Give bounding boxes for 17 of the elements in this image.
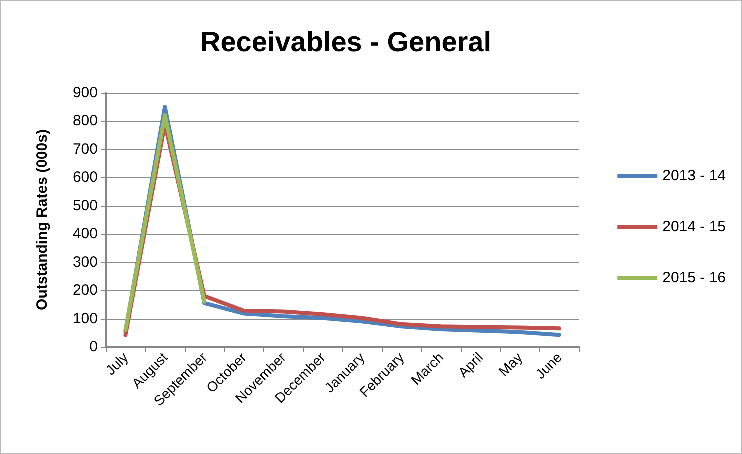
y-tick-label: 800: [72, 112, 98, 130]
y-tick-label: 0: [90, 338, 98, 356]
y-tick-label: 900: [72, 84, 98, 102]
x-tick-label: July: [102, 349, 132, 378]
y-tick-label: 100: [72, 310, 98, 328]
y-tick-label: 500: [72, 197, 98, 214]
y-tick-label: 700: [72, 140, 98, 158]
y-tick-label: 200: [72, 282, 98, 300]
y-axis-title: Outstanding Rates (000s): [34, 130, 51, 310]
legend-label: 2013 - 14: [662, 168, 726, 184]
legend-label: 2015 - 16: [662, 270, 726, 286]
x-tick-label: May: [496, 349, 526, 380]
chart-title: Receivables - General: [200, 26, 492, 58]
y-tick-label: 600: [72, 169, 98, 186]
y-tick-label: 300: [72, 254, 98, 271]
y-tick-label: 400: [72, 226, 98, 243]
legend-label: 2014 - 15: [662, 218, 726, 236]
